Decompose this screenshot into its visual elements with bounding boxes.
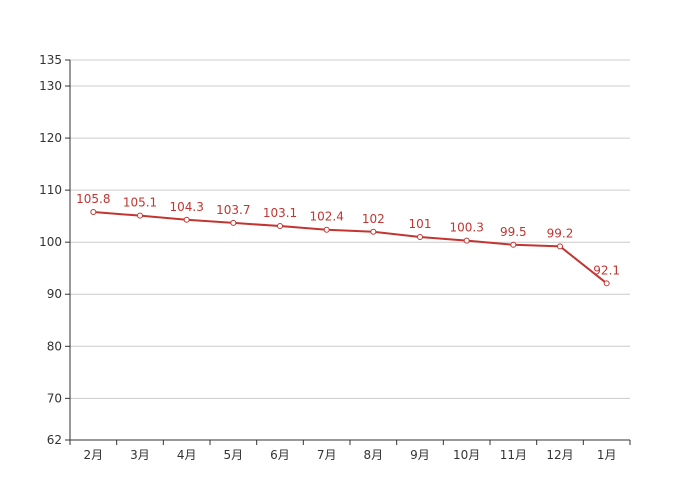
data-labels: 105.8 105.1 104.3 103.7 103.1 102.4 102 101 100.… [76, 192, 620, 277]
y-tick-label: 62 [47, 433, 62, 447]
x-tick-label: 3月 [130, 448, 150, 462]
data-point[interactable] [370, 228, 377, 235]
x-tick-label: 12月 [546, 448, 573, 462]
data-point[interactable] [183, 216, 190, 223]
x-tick-label: 10月 [453, 448, 480, 462]
data-label: 105.1 [123, 196, 157, 210]
y-tick-label: 80 [47, 339, 62, 353]
y-tick-label: 90 [47, 287, 62, 301]
data-label: 104.3 [169, 200, 203, 214]
grid-lines [70, 59, 630, 399]
data-label: 102 [362, 212, 385, 226]
y-tick-label: 70 [47, 391, 62, 405]
y-axis-ticks: 62 70 80 90 100 110 120 130 135 [39, 53, 70, 447]
series-line [93, 211, 608, 285]
data-label: 103.7 [216, 203, 250, 217]
data-label: 101 [409, 217, 432, 231]
data-point[interactable] [510, 241, 517, 248]
data-label: 99.5 [500, 225, 527, 239]
data-point[interactable] [277, 223, 283, 230]
data-point[interactable] [137, 212, 143, 219]
data-label: 92.1 [593, 263, 620, 277]
data-point[interactable] [603, 280, 610, 287]
y-tick-label: 110 [39, 183, 62, 197]
data-points [90, 209, 610, 287]
x-tick-label: 4月 [177, 448, 197, 462]
data-point[interactable] [463, 237, 470, 244]
x-tick-label: 6月 [270, 448, 290, 462]
data-point[interactable] [557, 243, 563, 250]
y-tick-label: 100 [39, 235, 62, 249]
y-tick-label: 120 [39, 131, 62, 145]
x-tick-label: 7月 [317, 448, 337, 462]
data-point[interactable] [417, 233, 423, 240]
x-tick-label: 9月 [410, 448, 430, 462]
data-point[interactable] [323, 226, 330, 233]
data-point[interactable] [90, 209, 97, 215]
x-tick-label: 8月 [364, 448, 384, 462]
axes [69, 60, 630, 441]
x-tick-label: 5月 [224, 448, 244, 462]
data-point[interactable] [230, 219, 237, 226]
data-label: 100.3 [449, 221, 483, 235]
x-tick-label: 1月 [597, 448, 617, 462]
x-tick-label: 2月 [84, 448, 104, 462]
data-label: 99.2 [547, 226, 574, 240]
data-label: 105.8 [76, 192, 110, 206]
y-tick-label: 130 [39, 79, 62, 93]
data-label: 103.1 [263, 206, 297, 220]
y-tick-label: 135 [39, 53, 62, 67]
data-label: 102.4 [309, 210, 343, 224]
x-tick-label: 11月 [500, 448, 527, 462]
x-axis-ticks: 2月 3月 4月 5月 6月 7月 8月 9月 10月 11月 12月 1月 [69, 440, 631, 462]
